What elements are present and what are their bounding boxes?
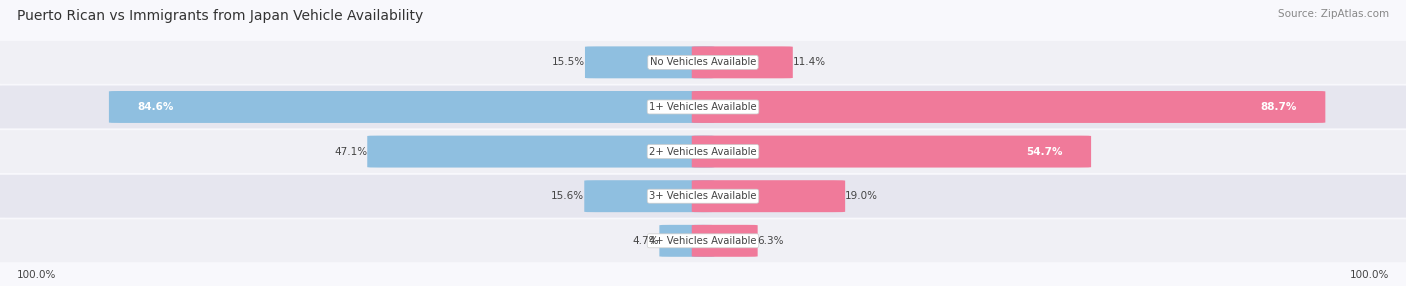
- FancyBboxPatch shape: [0, 41, 1406, 84]
- FancyBboxPatch shape: [692, 136, 1091, 168]
- Text: 4+ Vehicles Available: 4+ Vehicles Available: [650, 236, 756, 246]
- Text: 100.0%: 100.0%: [1350, 270, 1389, 280]
- Text: 88.7%: 88.7%: [1261, 102, 1298, 112]
- Text: 47.1%: 47.1%: [335, 147, 367, 156]
- FancyBboxPatch shape: [0, 130, 1406, 173]
- Text: 15.6%: 15.6%: [551, 191, 585, 201]
- Text: 3+ Vehicles Available: 3+ Vehicles Available: [650, 191, 756, 201]
- FancyBboxPatch shape: [585, 46, 714, 78]
- Text: 6.3%: 6.3%: [758, 236, 785, 246]
- Text: 19.0%: 19.0%: [845, 191, 879, 201]
- FancyBboxPatch shape: [108, 91, 714, 123]
- Text: No Vehicles Available: No Vehicles Available: [650, 57, 756, 67]
- Text: 100.0%: 100.0%: [17, 270, 56, 280]
- Text: 11.4%: 11.4%: [793, 57, 825, 67]
- FancyBboxPatch shape: [692, 46, 793, 78]
- FancyBboxPatch shape: [692, 91, 1326, 123]
- FancyBboxPatch shape: [692, 180, 845, 212]
- Text: 84.6%: 84.6%: [136, 102, 173, 112]
- FancyBboxPatch shape: [659, 225, 714, 257]
- Text: 54.7%: 54.7%: [1026, 147, 1063, 156]
- Text: 15.5%: 15.5%: [551, 57, 585, 67]
- FancyBboxPatch shape: [367, 136, 714, 168]
- FancyBboxPatch shape: [0, 175, 1406, 218]
- FancyBboxPatch shape: [0, 219, 1406, 262]
- FancyBboxPatch shape: [0, 86, 1406, 128]
- FancyBboxPatch shape: [692, 225, 758, 257]
- Text: Source: ZipAtlas.com: Source: ZipAtlas.com: [1278, 9, 1389, 19]
- Text: 1+ Vehicles Available: 1+ Vehicles Available: [650, 102, 756, 112]
- FancyBboxPatch shape: [585, 180, 714, 212]
- Text: 2+ Vehicles Available: 2+ Vehicles Available: [650, 147, 756, 156]
- Text: 4.7%: 4.7%: [633, 236, 659, 246]
- Text: Puerto Rican vs Immigrants from Japan Vehicle Availability: Puerto Rican vs Immigrants from Japan Ve…: [17, 9, 423, 23]
